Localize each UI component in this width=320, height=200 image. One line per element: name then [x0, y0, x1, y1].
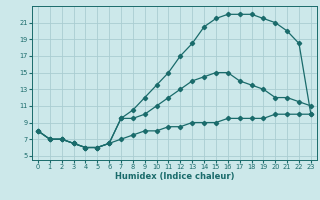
X-axis label: Humidex (Indice chaleur): Humidex (Indice chaleur) [115, 172, 234, 181]
